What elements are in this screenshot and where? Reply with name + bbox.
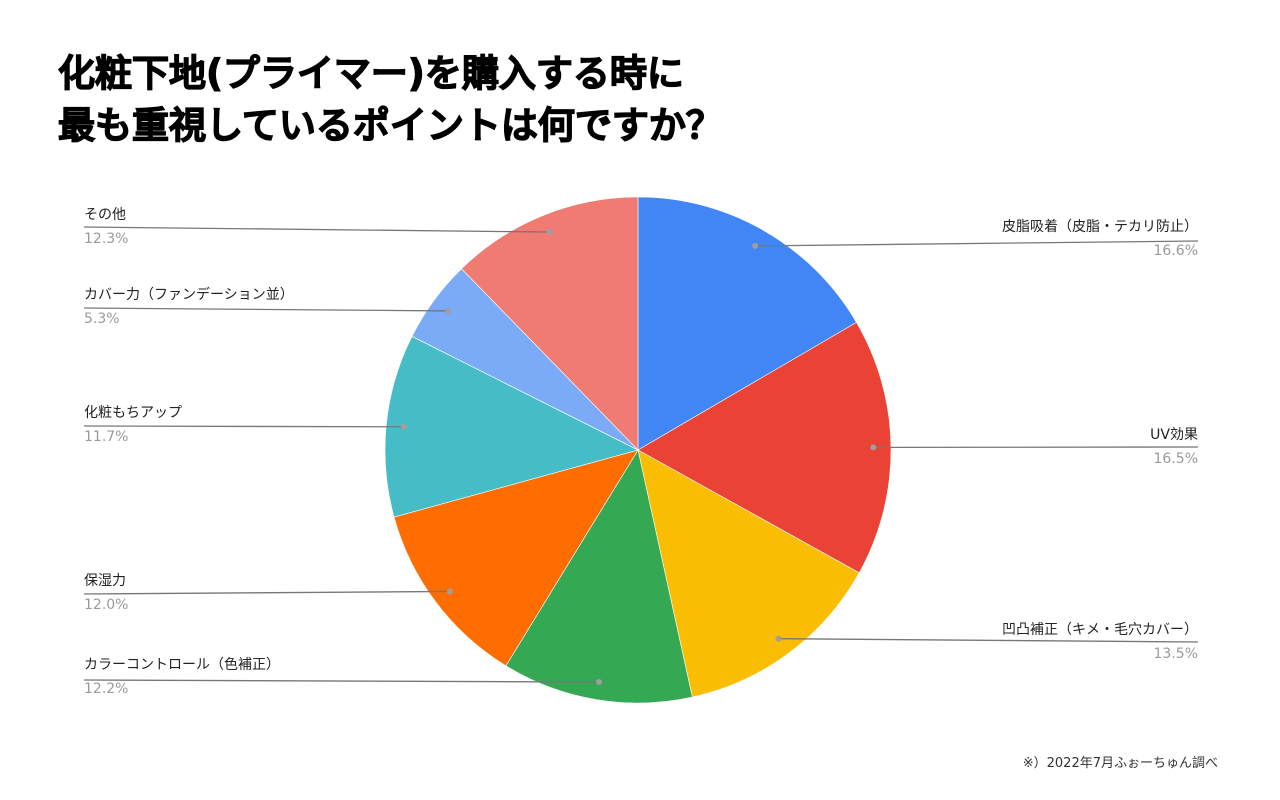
leader-dot [870, 444, 877, 451]
slice-label: 保湿力 [84, 573, 126, 589]
pie-slice [461, 196, 639, 451]
chart-title-line1: 化粧下地(プライマー)を購入する時に [57, 51, 684, 95]
slice-percent: 16.6% [1153, 243, 1198, 259]
slice-label: UV効果 [1150, 427, 1198, 443]
leader-dot [400, 423, 407, 430]
pie-slices [384, 196, 892, 704]
slice-label: カバー力（ファンデーション並） [84, 287, 294, 303]
slice-label: 化粧もちアップ [84, 405, 182, 421]
leader-line [83, 226, 550, 233]
source-footnote: ※）2022年7月ふぉーちゅん調べ [1022, 756, 1218, 771]
slice-label: 皮脂吸着（皮脂・テカリ防止） [1002, 219, 1198, 235]
slice-percent: 11.7% [84, 429, 129, 445]
slice-label: カラーコントロール（色補正） [84, 657, 280, 673]
label-moisture: 保湿力 12.0% [84, 572, 128, 614]
leader-dot [752, 242, 759, 249]
slice-percent: 12.0% [84, 597, 129, 613]
leader-dot [446, 588, 453, 595]
leader-dot [445, 307, 452, 314]
leader-line [755, 240, 1199, 247]
leader-line [83, 590, 450, 595]
slice-percent: 5.3% [84, 311, 120, 327]
leader-line [778, 638, 1199, 643]
label-uv: UV効果 16.5% [1150, 426, 1198, 468]
label-color-control: カラーコントロール（色補正） 12.2% [84, 656, 280, 698]
slice-percent: 12.3% [84, 231, 129, 247]
leader-dot [596, 679, 603, 686]
leader-line [83, 679, 600, 683]
leader-lines [83, 226, 1199, 686]
chart-title-line2: 最も重視しているポイントは何ですか？ [57, 103, 723, 147]
leader-dot [775, 635, 782, 642]
slice-label: その他 [84, 207, 126, 223]
label-coverage: カバー力（ファンデーション並） 5.3% [84, 286, 294, 328]
label-long-lasting: 化粧もちアップ 11.7% [84, 404, 182, 446]
slice-percent: 16.5% [1153, 451, 1198, 467]
pie-slice [384, 335, 639, 518]
chart-title: 化粧下地(プライマー)を購入する時に 最も重視しているポイントは何ですか？ [57, 48, 723, 152]
pie-slice [393, 449, 639, 667]
slice-percent: 13.5% [1153, 646, 1198, 662]
label-other: その他 12.3% [84, 206, 128, 248]
leader-line [83, 307, 449, 312]
leader-dot [546, 229, 553, 236]
pie-slice [505, 449, 693, 704]
pie-slice [637, 449, 860, 698]
slice-label: 凹凸補正（キメ・毛穴カバー） [1002, 622, 1198, 638]
label-texture: 凹凸補正（キメ・毛穴カバー） 13.5% [1002, 621, 1198, 663]
slice-percent: 12.2% [84, 681, 129, 697]
pie-slice [637, 196, 857, 451]
leader-line [83, 425, 404, 428]
label-sebum: 皮脂吸着（皮脂・テカリ防止） 16.6% [1002, 218, 1198, 260]
